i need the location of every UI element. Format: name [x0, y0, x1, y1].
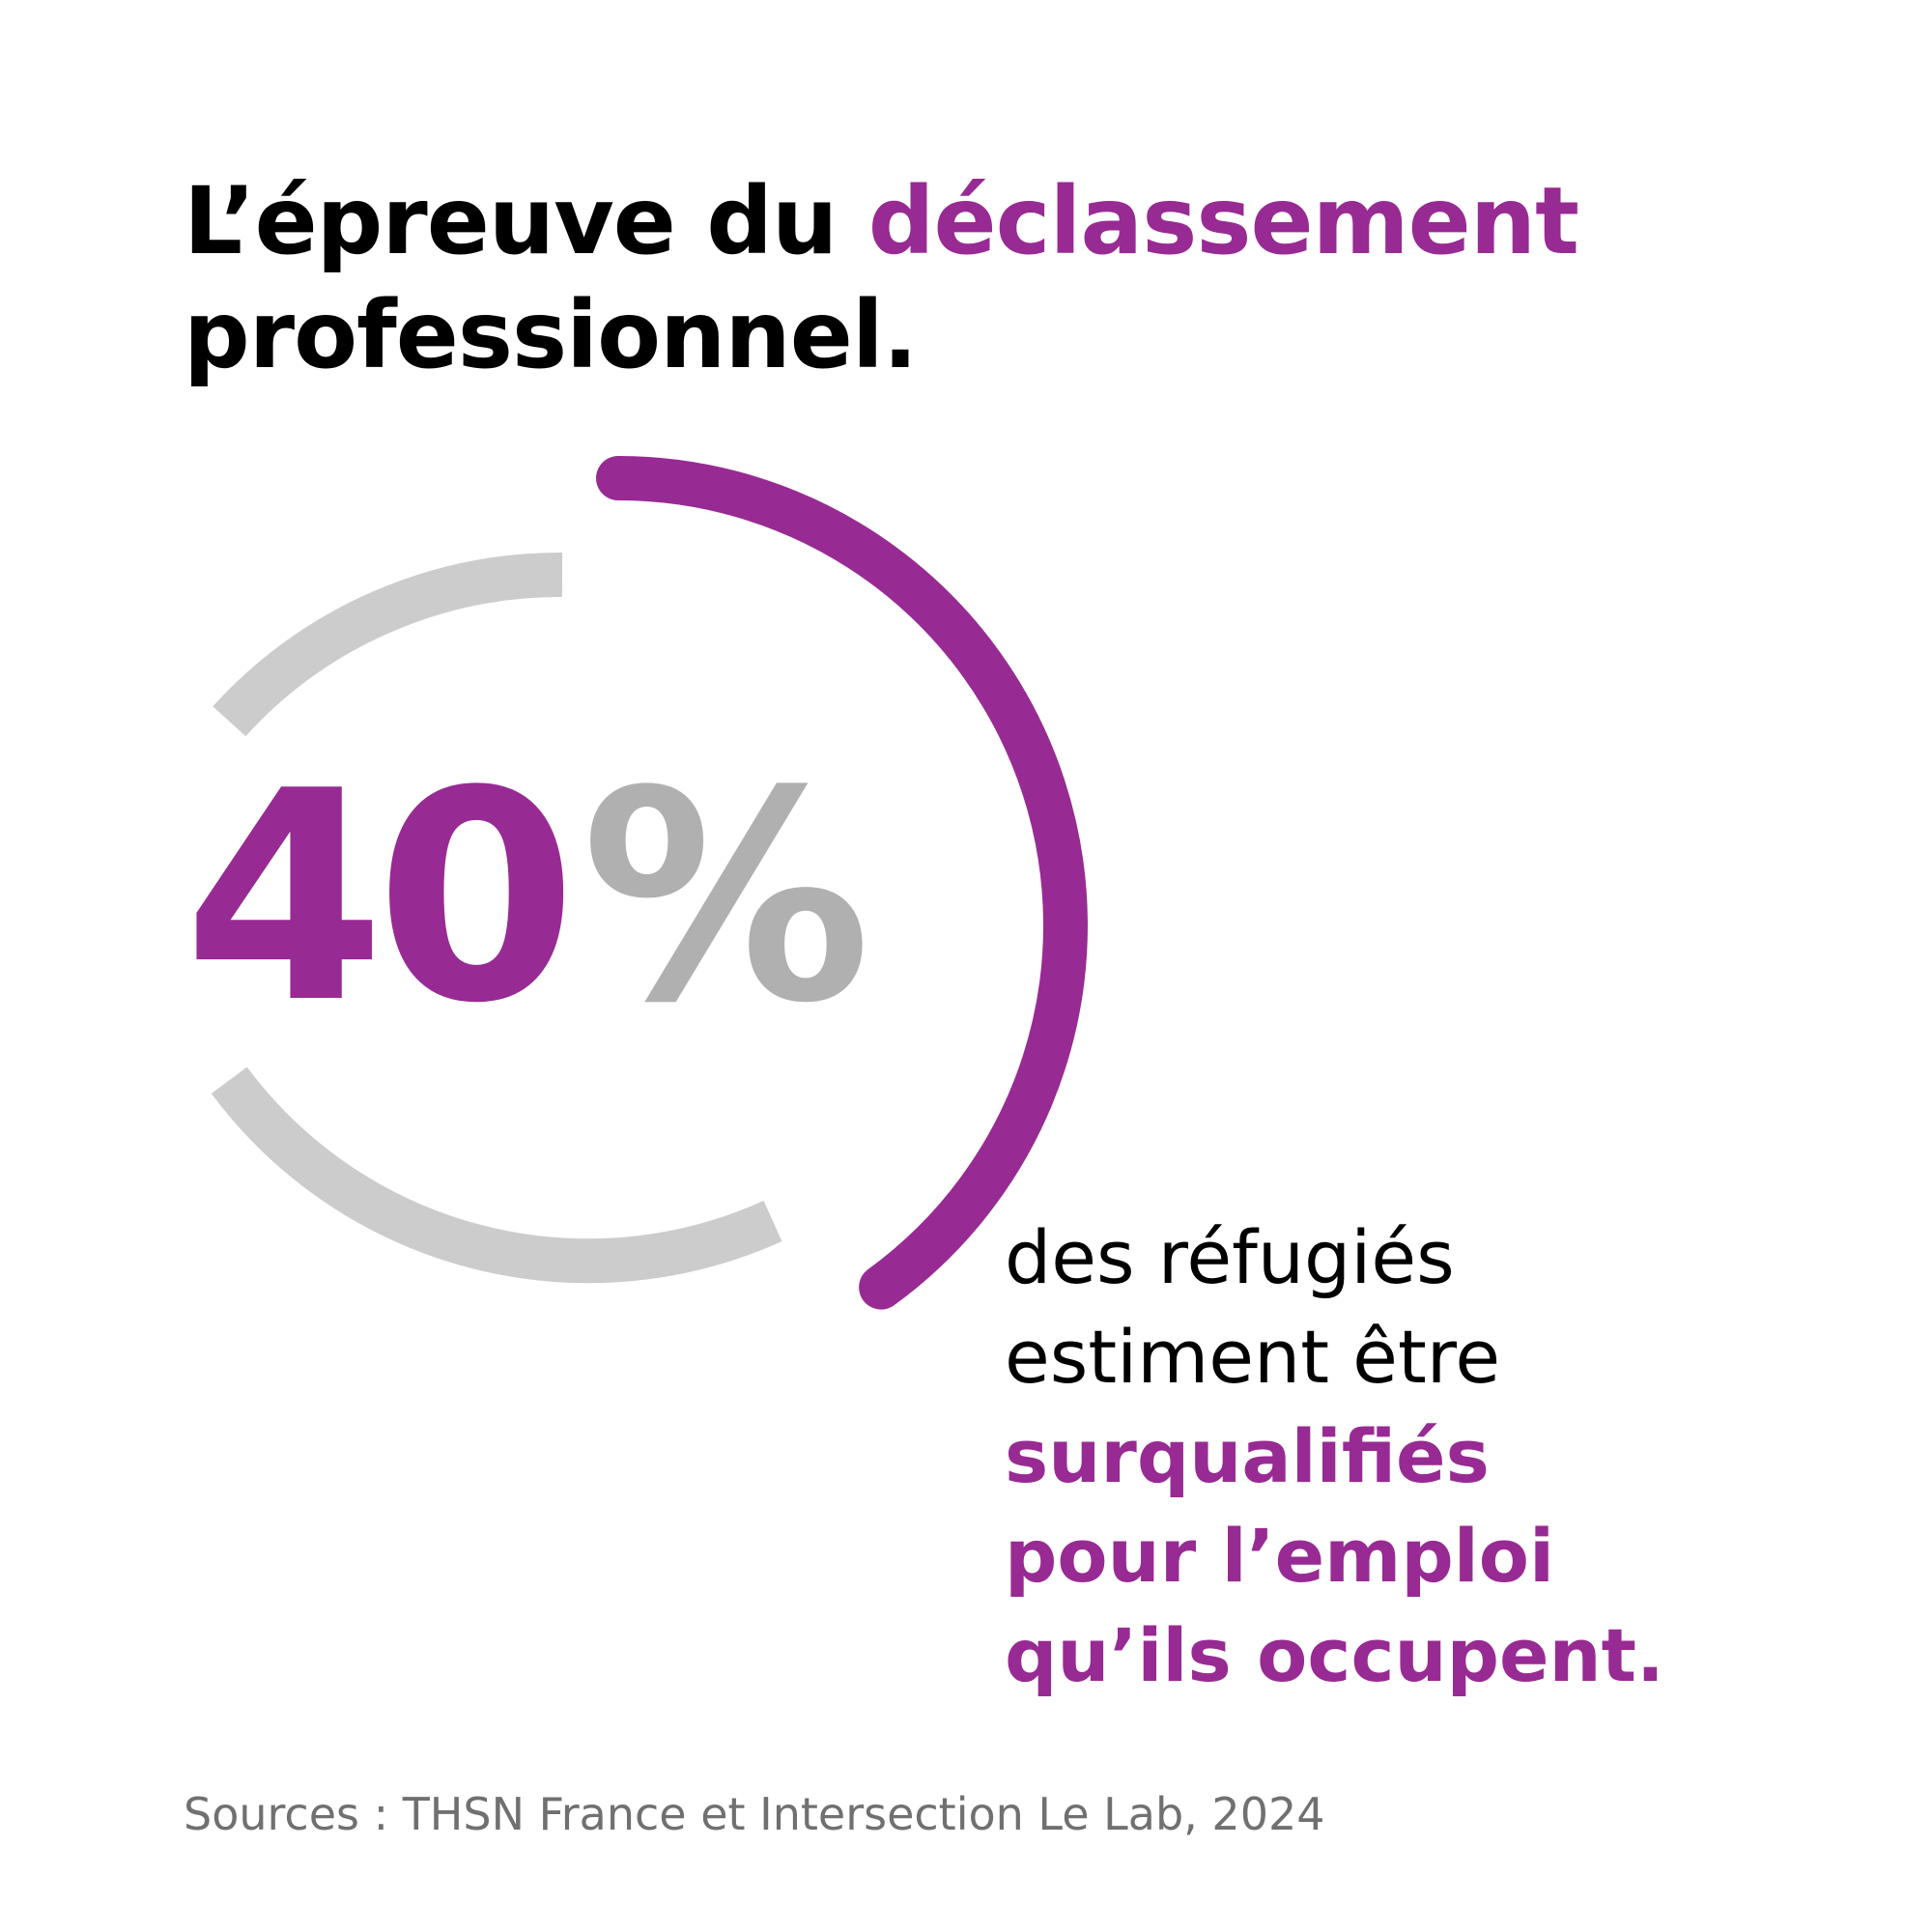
stat-value: 40% [184, 744, 871, 1053]
stat-number: 40 [184, 729, 577, 1066]
title-part1: L’épreuve du [184, 167, 868, 275]
title-line2: professionnel. [184, 281, 918, 389]
caption-line-4: pour l’emploi [1005, 1513, 1555, 1599]
page-title: L’épreuve du déclassement professionnel. [184, 164, 1579, 392]
caption-line-2: estiment être [1005, 1314, 1501, 1400]
percent-sign: % [581, 729, 872, 1066]
ring-track-upper [213, 552, 563, 737]
ring-progress-arc [596, 456, 1088, 1310]
caption-line-3: surqualifiés [1005, 1413, 1490, 1499]
caption-line-1: des réfugiés [1005, 1214, 1455, 1300]
ring-track-lower [211, 1066, 782, 1284]
source-credit: Sources : THSN France et Intersection Le… [184, 1788, 1325, 1840]
title-highlight: déclassement [867, 167, 1579, 275]
caption-line-5: qu’ils occupent. [1005, 1612, 1664, 1698]
stat-caption: des réfugiés estiment être surqualifiés … [1005, 1208, 1664, 1705]
